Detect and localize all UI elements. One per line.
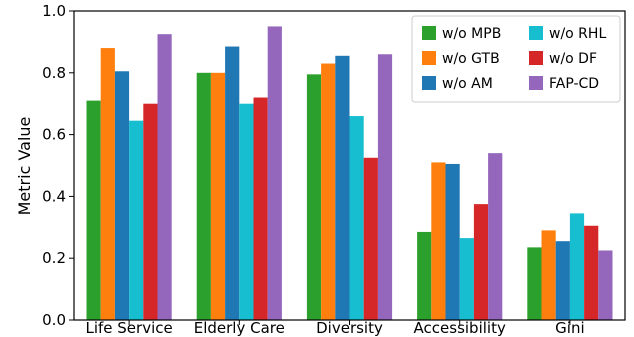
x-tick-label: Diversity	[316, 319, 383, 337]
bar	[363, 157, 378, 320]
bar	[417, 231, 432, 320]
bar	[349, 116, 364, 320]
legend-label: w/o MPB	[442, 26, 501, 42]
bar	[239, 103, 254, 320]
legend-label: w/o AM	[442, 76, 493, 92]
bar	[431, 162, 446, 320]
bar	[473, 204, 489, 320]
bar	[225, 46, 240, 320]
y-tick-label: 0.4	[42, 187, 66, 205]
bar	[267, 26, 282, 320]
bar	[321, 63, 336, 320]
y-tick-label: 0.0	[42, 311, 66, 329]
bar	[598, 250, 613, 320]
bar	[196, 72, 211, 320]
bar	[335, 55, 350, 321]
legend-swatch	[422, 26, 436, 40]
legend-label: FAP-CD	[549, 76, 599, 92]
bar	[377, 54, 393, 320]
legend-swatch	[422, 51, 436, 65]
y-tick-label: 0.8	[42, 64, 66, 82]
bar	[459, 238, 474, 320]
bar	[527, 247, 542, 320]
plot-frame	[73, 10, 626, 321]
bar	[306, 74, 322, 320]
legend-label: w/o RHL	[549, 26, 606, 42]
x-tick-label: Gini	[555, 319, 584, 337]
legend-box	[411, 15, 621, 103]
bar	[210, 72, 226, 320]
bar	[100, 48, 115, 321]
bar	[157, 34, 172, 321]
legend-swatch	[529, 76, 543, 90]
bar	[555, 241, 570, 320]
bar	[129, 120, 144, 320]
y-tick-label: 1.0	[42, 2, 66, 20]
bar	[488, 153, 503, 320]
bar	[445, 163, 460, 320]
legend-label: w/o DF	[549, 51, 597, 67]
legend-swatch	[529, 51, 543, 65]
bar	[114, 71, 130, 320]
bar	[143, 103, 158, 320]
legend-swatch	[422, 76, 436, 90]
legend: w/o MPB w/o GTB w/o AM w/o RHL w/o DF FAP-CD	[411, 15, 621, 103]
bar	[541, 230, 556, 320]
plot-area: 0.0 0.2 0.4 0.6 0.8 1.0 Life Service Elderly Ca…	[42, 2, 613, 337]
y-axis-label: Metric Value	[15, 117, 34, 216]
y-tick-label: 0.2	[42, 249, 66, 267]
bar	[584, 225, 599, 320]
bar	[569, 213, 585, 320]
x-tick-label: Accessibility	[414, 319, 506, 337]
legend-swatch	[529, 26, 543, 40]
y-tick-label: 0.6	[42, 126, 66, 144]
legend-label: w/o GTB	[442, 51, 500, 67]
bar	[253, 97, 268, 321]
x-tick-label: Elderly Care	[194, 319, 285, 337]
bar	[86, 100, 101, 320]
x-tick-label: Life Service	[85, 319, 172, 337]
